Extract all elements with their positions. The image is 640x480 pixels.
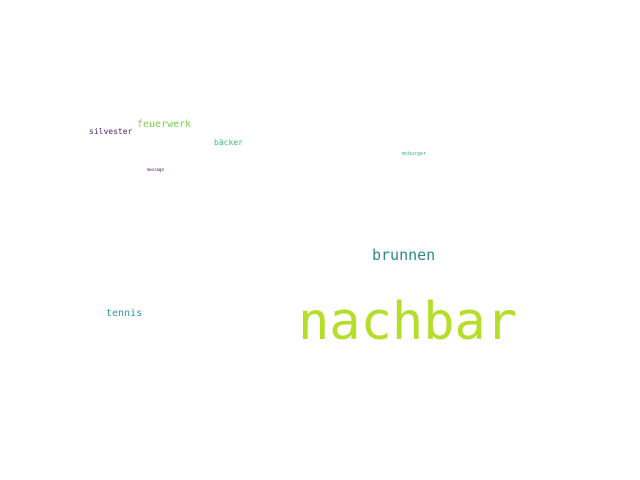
word-brunnen: brunnen [372,246,436,264]
word-tennis: tennis [106,308,143,319]
word-backer: bäcker [214,138,243,147]
word-silvester: silvester [89,127,133,136]
word-nachbar: nachbar [298,292,518,352]
word-message: message [147,167,164,172]
word-feuerwerk: feuerwerk [137,119,192,130]
word-mcburger: mcburger [402,151,427,157]
